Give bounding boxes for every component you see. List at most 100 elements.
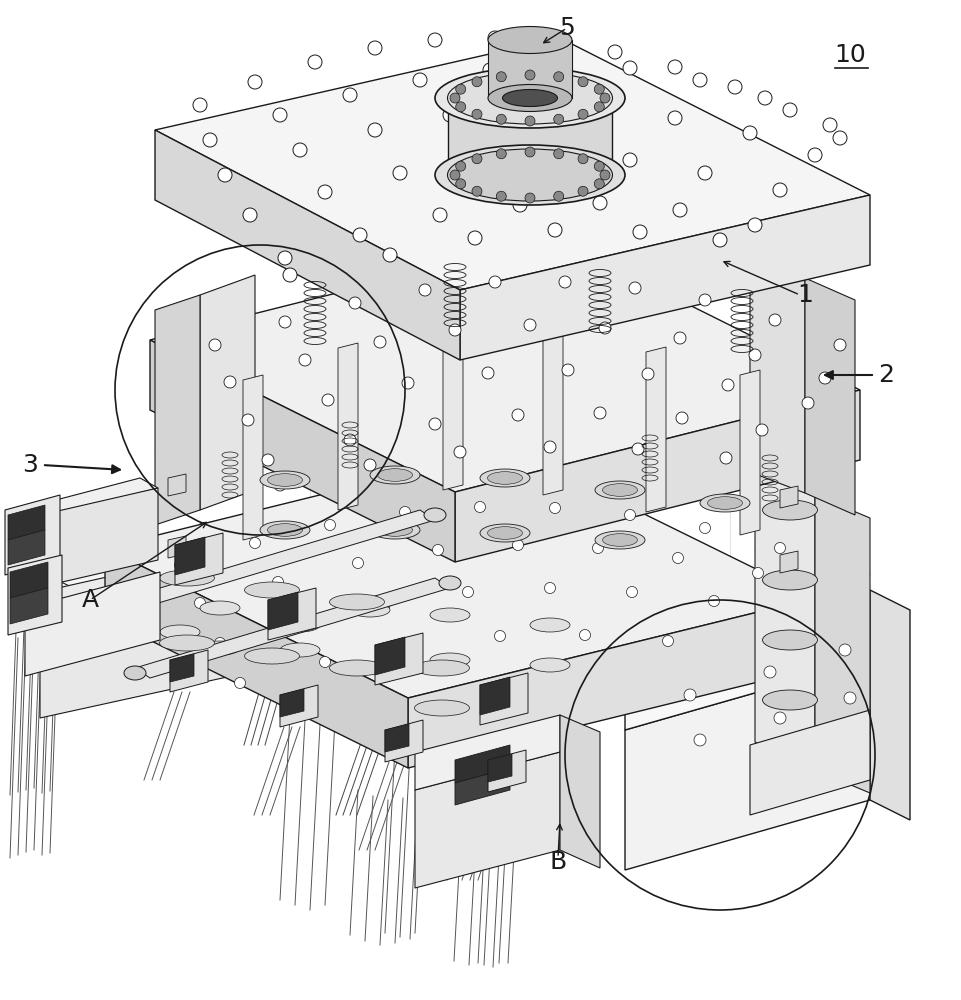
Ellipse shape [330, 594, 384, 610]
Circle shape [495, 631, 505, 642]
Ellipse shape [330, 660, 384, 676]
Polygon shape [385, 720, 423, 762]
Circle shape [775, 542, 785, 554]
Polygon shape [448, 100, 612, 175]
Circle shape [283, 268, 297, 282]
Circle shape [456, 84, 466, 94]
Circle shape [593, 101, 607, 115]
Circle shape [450, 93, 460, 103]
Circle shape [844, 692, 856, 704]
Circle shape [764, 666, 776, 678]
Polygon shape [268, 588, 316, 640]
Polygon shape [455, 745, 510, 783]
Circle shape [432, 544, 443, 556]
Circle shape [472, 186, 482, 196]
Polygon shape [8, 530, 45, 565]
Circle shape [518, 101, 532, 115]
Circle shape [279, 316, 291, 328]
Circle shape [728, 80, 742, 94]
Circle shape [383, 248, 397, 262]
Ellipse shape [160, 635, 214, 651]
Circle shape [429, 418, 441, 430]
Circle shape [214, 638, 226, 648]
Circle shape [625, 510, 635, 520]
Circle shape [343, 88, 357, 102]
Ellipse shape [488, 26, 572, 53]
Circle shape [720, 452, 732, 464]
Circle shape [698, 166, 712, 180]
Circle shape [673, 203, 687, 217]
Circle shape [623, 153, 637, 167]
Circle shape [642, 368, 654, 380]
Ellipse shape [439, 576, 461, 590]
Circle shape [364, 459, 376, 471]
Polygon shape [105, 548, 408, 768]
Polygon shape [750, 258, 805, 493]
Circle shape [488, 31, 502, 45]
Circle shape [758, 91, 772, 105]
Ellipse shape [488, 85, 572, 111]
Polygon shape [40, 538, 542, 718]
Ellipse shape [435, 145, 625, 205]
Circle shape [594, 179, 604, 189]
Circle shape [368, 41, 382, 55]
Polygon shape [385, 724, 409, 752]
Circle shape [449, 324, 461, 336]
Polygon shape [415, 752, 560, 888]
Circle shape [743, 126, 757, 140]
Polygon shape [120, 510, 435, 610]
Circle shape [224, 376, 236, 388]
Ellipse shape [595, 481, 645, 499]
Circle shape [243, 208, 257, 222]
Polygon shape [625, 660, 870, 870]
Polygon shape [755, 468, 815, 770]
Polygon shape [625, 590, 870, 730]
Circle shape [483, 63, 497, 77]
Ellipse shape [487, 472, 523, 484]
Circle shape [250, 538, 260, 548]
Circle shape [579, 630, 590, 641]
Circle shape [708, 595, 720, 606]
Circle shape [472, 77, 482, 87]
Circle shape [496, 191, 506, 201]
Circle shape [524, 319, 536, 331]
Circle shape [548, 148, 562, 162]
Circle shape [428, 33, 442, 47]
Circle shape [299, 354, 311, 366]
Polygon shape [805, 278, 855, 515]
Polygon shape [480, 677, 510, 715]
Circle shape [472, 154, 482, 164]
Circle shape [489, 276, 501, 288]
Circle shape [578, 154, 588, 164]
Circle shape [600, 93, 610, 103]
Text: A: A [82, 588, 99, 612]
Circle shape [594, 161, 604, 171]
Circle shape [374, 336, 386, 348]
Circle shape [554, 72, 564, 82]
Polygon shape [455, 768, 510, 805]
Ellipse shape [160, 570, 214, 586]
Circle shape [456, 102, 466, 112]
Circle shape [472, 109, 482, 119]
Polygon shape [280, 685, 318, 727]
Circle shape [578, 77, 588, 87]
Circle shape [769, 314, 781, 326]
Circle shape [608, 45, 622, 59]
Circle shape [594, 407, 606, 419]
Ellipse shape [603, 534, 637, 546]
Circle shape [242, 414, 254, 426]
Polygon shape [243, 375, 263, 540]
Circle shape [700, 522, 710, 534]
Circle shape [496, 149, 506, 159]
Circle shape [554, 149, 564, 159]
Circle shape [496, 72, 506, 82]
Circle shape [808, 148, 822, 162]
Circle shape [482, 367, 494, 379]
Circle shape [393, 166, 407, 180]
Circle shape [578, 109, 588, 119]
Circle shape [629, 282, 641, 294]
Ellipse shape [280, 618, 320, 632]
Circle shape [802, 397, 814, 409]
Circle shape [525, 193, 535, 203]
Polygon shape [488, 750, 526, 792]
